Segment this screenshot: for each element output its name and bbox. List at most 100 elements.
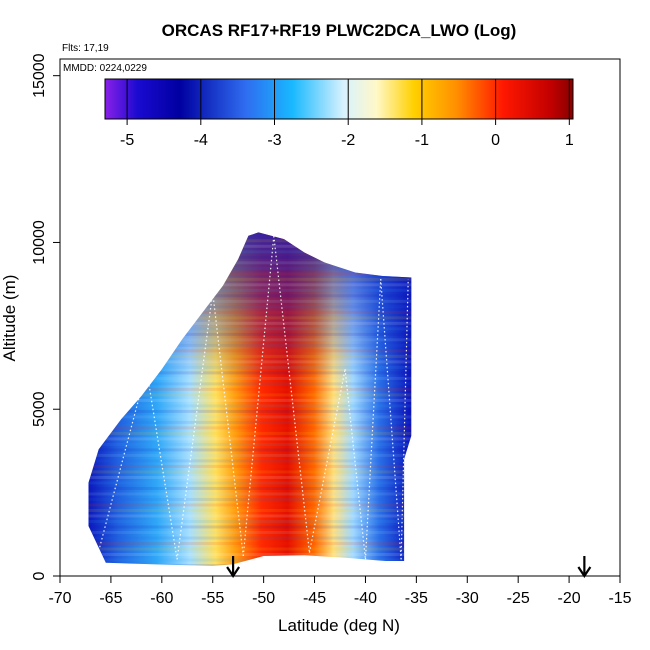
dates-annotation: MMDD: 0224,0229: [63, 63, 147, 74]
heatmap-stripe: [88, 519, 412, 523]
y-tick-label: 0: [31, 571, 48, 580]
x-axis: -70 -65 -60 -55 -50 -45 -40 -35 -30 -25 -20 -15: [48, 575, 632, 607]
heatmap-stripe: [88, 360, 412, 364]
heatmap-stripe: [88, 409, 412, 413]
heatmap-stripe: [88, 266, 412, 270]
arrow-head: [577, 566, 592, 578]
flight-track: [400, 279, 409, 560]
heatmap-stripe: [88, 382, 412, 386]
flight-track: [176, 292, 214, 560]
heatmap-stripe: [88, 497, 412, 501]
heatmap-stripe: [88, 514, 412, 518]
heatmap-stripe: [88, 508, 412, 512]
heatmap-stripe: [88, 371, 412, 375]
heatmap-stripe: [88, 442, 412, 446]
flight-track: [273, 235, 311, 553]
flight-track: [145, 369, 178, 560]
heatmap-stripe: [88, 481, 412, 485]
heatmap-stripe: [88, 420, 412, 424]
heatmap-stripe: [88, 338, 412, 342]
heatmap-stripe: [88, 459, 412, 463]
heatmap-stripe: [88, 239, 412, 243]
heatmap-stripe: [88, 530, 412, 534]
heatmap-stripe: [88, 492, 412, 496]
heatmap-stripe: [88, 349, 412, 353]
flight-track: [308, 369, 346, 553]
heatmap-stripe: [88, 525, 412, 529]
x-tick-label: -45: [303, 590, 326, 607]
heatmap-stripe: [88, 393, 412, 397]
heatmap-stripe: [88, 431, 412, 435]
y-tick-label: 15000: [31, 53, 48, 98]
y-tick-label: 5000: [31, 391, 48, 427]
heatmap-stripe: [88, 316, 412, 320]
heatmap-stripe: [88, 343, 412, 347]
x-tick-label: -40: [354, 590, 377, 607]
heatmap-field: [88, 232, 412, 566]
heatmap-stripe: [88, 354, 412, 358]
x-tick-label: -60: [150, 590, 173, 607]
heatmap-stripe: [88, 277, 412, 281]
colorbar-tick-label: -2: [341, 132, 355, 149]
heatmap-stripe: [88, 255, 412, 259]
x-tick-label: -15: [608, 590, 631, 607]
x-tick-label: -55: [201, 590, 224, 607]
x-tick-label: -65: [99, 590, 122, 607]
flight-track: [364, 279, 382, 560]
heatmap-stripe: [88, 563, 412, 566]
arrow-head: [226, 566, 241, 578]
heatmap-stripe: [88, 536, 412, 540]
heatmap-stripe: [88, 404, 412, 408]
heatmap-stripe: [88, 305, 412, 309]
flight-track: [380, 279, 402, 560]
y-axis: 0 5000 10000 15000: [31, 53, 61, 580]
colorbar-tick-label: 0: [491, 132, 500, 149]
heatmap-stripe: [88, 453, 412, 457]
colorbar-gradient: [104, 78, 574, 120]
heatmap-stripe: [88, 294, 412, 298]
flight-track: [212, 292, 244, 557]
heatmap-stripe: [88, 470, 412, 474]
heatmap-stripe: [88, 332, 412, 336]
chart-title: ORCAS RF17+RF19 PLWC2DCA_LWO (Log): [162, 21, 517, 40]
heatmap-stripe: [88, 299, 412, 303]
heatmap-stripe: [88, 552, 412, 556]
flight-tracks: [95, 235, 409, 563]
x-tick-label: -35: [405, 590, 428, 607]
heatmap-stripe: [88, 387, 412, 391]
heatmap-stripe: [88, 272, 412, 276]
colorbar-tick-label: -1: [415, 132, 429, 149]
heatmap-stripe: [88, 365, 412, 369]
heatmap-stripe: [88, 398, 412, 402]
heatmap-stripe: [88, 288, 412, 292]
x-tick-label: -70: [48, 590, 71, 607]
heatmap-stripe: [88, 310, 412, 314]
heatmap-stripe: [88, 541, 412, 545]
flights-annotation: Flts: 17,19: [62, 43, 109, 54]
heatmap-stripe: [88, 475, 412, 479]
heatmap-stripe: [88, 503, 412, 507]
colorbar: -5 -4 -3 -2 -1 0 1: [104, 78, 574, 149]
heatmap-stripe: [88, 437, 412, 441]
x-tick-label: -50: [252, 590, 275, 607]
heatmap-stripe: [88, 426, 412, 430]
latitude-arrows: [226, 556, 592, 578]
flight-track: [95, 369, 148, 563]
colorbar-tick-label: 1: [565, 132, 574, 149]
heatmap-stripe: [88, 250, 412, 254]
heatmap-stripe: [88, 261, 412, 265]
heatmap-stripe: [88, 547, 412, 551]
heatmap-stripe: [88, 415, 412, 419]
x-axis-label: Latitude (deg N): [278, 616, 400, 635]
y-tick-label: 10000: [31, 220, 48, 265]
colorbar-tick-label: -5: [120, 132, 134, 149]
heatmap-stripe: [88, 283, 412, 287]
heatmap-stripe: [88, 327, 412, 331]
x-tick-label: -30: [456, 590, 479, 607]
colorbar-tick-label: -3: [267, 132, 281, 149]
heatmap-stripe: [88, 486, 412, 490]
heatmap-stripe: [88, 376, 412, 380]
heatmap-stripe: [88, 244, 412, 248]
x-tick-label: -25: [507, 590, 530, 607]
